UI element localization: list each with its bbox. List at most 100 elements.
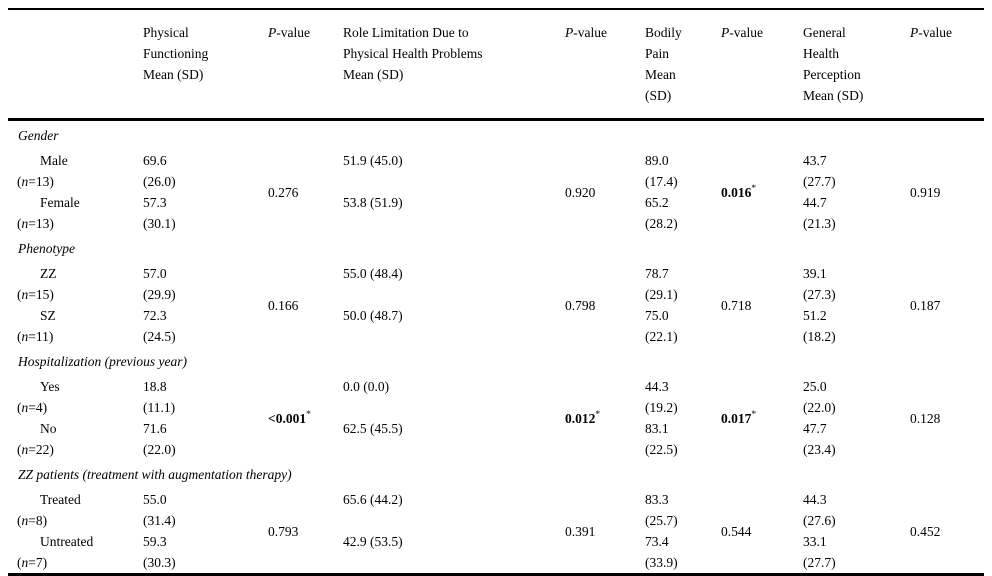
col-header-label: General Health Perception Mean (SD) bbox=[803, 25, 864, 103]
bp-sd: (25.7) bbox=[645, 513, 678, 528]
spacer-cell bbox=[338, 213, 560, 234]
pvalue-suffix: -value bbox=[573, 25, 607, 40]
gh-mean: 25.0 bbox=[803, 379, 827, 394]
rl-mean-sd: 62.5 (45.5) bbox=[343, 421, 403, 436]
significance-star: * bbox=[751, 183, 757, 194]
gh-sd: (18.2) bbox=[803, 329, 836, 344]
row-n: (n=7) bbox=[17, 555, 48, 570]
rl-pvalue: 0.920 bbox=[560, 150, 640, 234]
spacer-cell bbox=[338, 284, 560, 305]
pf-pvalue: <0.001* bbox=[263, 376, 338, 460]
data-line: (n=4) (11.1) (19.2) (22.0) bbox=[8, 397, 984, 418]
row-n: (n=22) bbox=[17, 442, 54, 457]
pvalue-number: 0.166 bbox=[268, 297, 299, 313]
pf-sd: (30.1) bbox=[143, 216, 176, 231]
gh-mean: 44.3 bbox=[803, 492, 827, 507]
pvalue-number: 0.718 bbox=[721, 297, 752, 313]
spacer-cell bbox=[338, 439, 560, 460]
row-label: Yes bbox=[40, 379, 60, 394]
paper-page: Physical Functioning Mean (SD) P-value R… bbox=[8, 8, 984, 576]
spacer-cell bbox=[338, 510, 560, 531]
pf-mean: 71.6 bbox=[143, 421, 167, 436]
col-header-role-limitation: Role Limitation Due to Physical Health P… bbox=[338, 9, 560, 121]
bp-mean: 83.1 bbox=[645, 421, 669, 436]
pvalue-suffix: -value bbox=[918, 25, 952, 40]
rl-pvalue: 0.391 bbox=[560, 489, 640, 575]
section-title: Hospitalization (previous year) bbox=[18, 354, 187, 369]
bp-pvalue: 0.017* bbox=[716, 376, 798, 460]
gh-sd: (27.3) bbox=[803, 287, 836, 302]
pvalue-number: 0.798 bbox=[565, 297, 596, 313]
row-label: ZZ bbox=[40, 266, 57, 281]
rl-mean-sd: 0.0 (0.0) bbox=[343, 379, 390, 394]
spacer-cell bbox=[338, 397, 560, 418]
pvalue-number: 0.452 bbox=[910, 523, 941, 539]
data-line: Treated 55.0 0.793 65.6 (44.2) 0.391 83.… bbox=[8, 489, 984, 539]
section-title: Gender bbox=[18, 128, 59, 143]
row-n: (n=11) bbox=[17, 329, 54, 344]
significance-star: * bbox=[306, 409, 311, 420]
pvalue-italic-p: P bbox=[268, 25, 277, 40]
bp-sd: (22.5) bbox=[645, 442, 678, 457]
pvalue-number: 0.187 bbox=[910, 297, 941, 313]
gh-sd: (22.0) bbox=[803, 400, 836, 415]
pf-sd: (30.3) bbox=[143, 555, 176, 570]
pf-mean: 69.6 bbox=[143, 153, 167, 168]
row-n: (n=15) bbox=[17, 287, 54, 302]
pf-sd: (31.4) bbox=[143, 513, 176, 528]
row-label: No bbox=[40, 421, 57, 436]
rl-pvalue: 0.798 bbox=[560, 263, 640, 347]
pf-pvalue: 0.793 bbox=[263, 489, 338, 575]
data-line: (n=22) (22.0) (22.5) (23.4) bbox=[8, 439, 984, 460]
data-line: Yes 18.8 <0.001* 0.0 (0.0) 0.012* 44.3 0… bbox=[8, 376, 984, 426]
gh-mean: 51.2 bbox=[803, 308, 827, 323]
bp-mean: 75.0 bbox=[645, 308, 669, 323]
bp-mean: 44.3 bbox=[645, 379, 669, 394]
row-label: Treated bbox=[40, 492, 81, 507]
data-line: ZZ 57.0 0.166 55.0 (48.4) 0.798 78.7 0.7… bbox=[8, 263, 984, 313]
gh-pvalue: 0.452 bbox=[905, 489, 984, 575]
rl-mean-sd: 65.6 (44.2) bbox=[343, 492, 403, 507]
corner-cell bbox=[8, 9, 138, 121]
gh-sd: (23.4) bbox=[803, 442, 836, 457]
data-line: (n=8) (31.4) (25.7) (27.6) bbox=[8, 510, 984, 531]
row-label: SZ bbox=[40, 308, 56, 323]
rl-mean-sd: 55.0 (48.4) bbox=[343, 266, 403, 281]
gh-pvalue: 0.128 bbox=[905, 376, 984, 460]
data-line: Female 57.3 53.8 (51.9) 65.2 44.7 bbox=[8, 192, 984, 213]
gh-sd: (27.7) bbox=[803, 555, 836, 570]
row-label: Female bbox=[40, 195, 80, 210]
pf-sd: (24.5) bbox=[143, 329, 176, 344]
col-header-general-health: General Health Perception Mean (SD) bbox=[798, 9, 905, 121]
pvalue-number: 0.012 bbox=[565, 410, 596, 426]
section-title: Phenotype bbox=[18, 241, 75, 256]
row-n: (n=8) bbox=[17, 513, 48, 528]
bp-pvalue: 0.016* bbox=[716, 150, 798, 234]
data-line: Untreated 59.3 42.9 (53.5) 73.4 33.1 bbox=[8, 531, 984, 552]
pvalue-italic-p: P bbox=[565, 25, 574, 40]
pvalue-italic-p: P bbox=[721, 25, 730, 40]
pvalue-number: 0.919 bbox=[910, 184, 941, 200]
pf-sd: (29.9) bbox=[143, 287, 176, 302]
pvalue-number: 0.920 bbox=[565, 184, 596, 200]
pvalue-number: 0.017 bbox=[721, 410, 752, 426]
col-header-label: Bodily Pain Mean (SD) bbox=[645, 25, 682, 103]
pvalue-suffix: -value bbox=[729, 25, 763, 40]
pf-mean: 57.3 bbox=[143, 195, 167, 210]
sf36-results-table: Physical Functioning Mean (SD) P-value R… bbox=[8, 8, 984, 576]
col-header-label: Physical Functioning Mean (SD) bbox=[143, 25, 209, 82]
pvalue-number: 0.793 bbox=[268, 523, 299, 539]
pvalue-italic-p: P bbox=[910, 25, 919, 40]
section-row-zz-patients: ZZ patients (treatment with augmentation… bbox=[8, 460, 984, 489]
rl-mean-sd: 51.9 (45.0) bbox=[343, 153, 403, 168]
bp-sd: (22.1) bbox=[645, 329, 678, 344]
row-label: Untreated bbox=[40, 534, 94, 549]
pvalue-suffix: -value bbox=[276, 25, 310, 40]
bp-mean: 65.2 bbox=[645, 195, 669, 210]
section-row-gender: Gender bbox=[8, 120, 984, 151]
spacer-cell bbox=[338, 326, 560, 347]
data-line: SZ 72.3 50.0 (48.7) 75.0 51.2 bbox=[8, 305, 984, 326]
header-row: Physical Functioning Mean (SD) P-value R… bbox=[8, 9, 984, 121]
significance-star: * bbox=[751, 409, 757, 420]
col-header-pvalue-2: P-value bbox=[560, 9, 640, 121]
